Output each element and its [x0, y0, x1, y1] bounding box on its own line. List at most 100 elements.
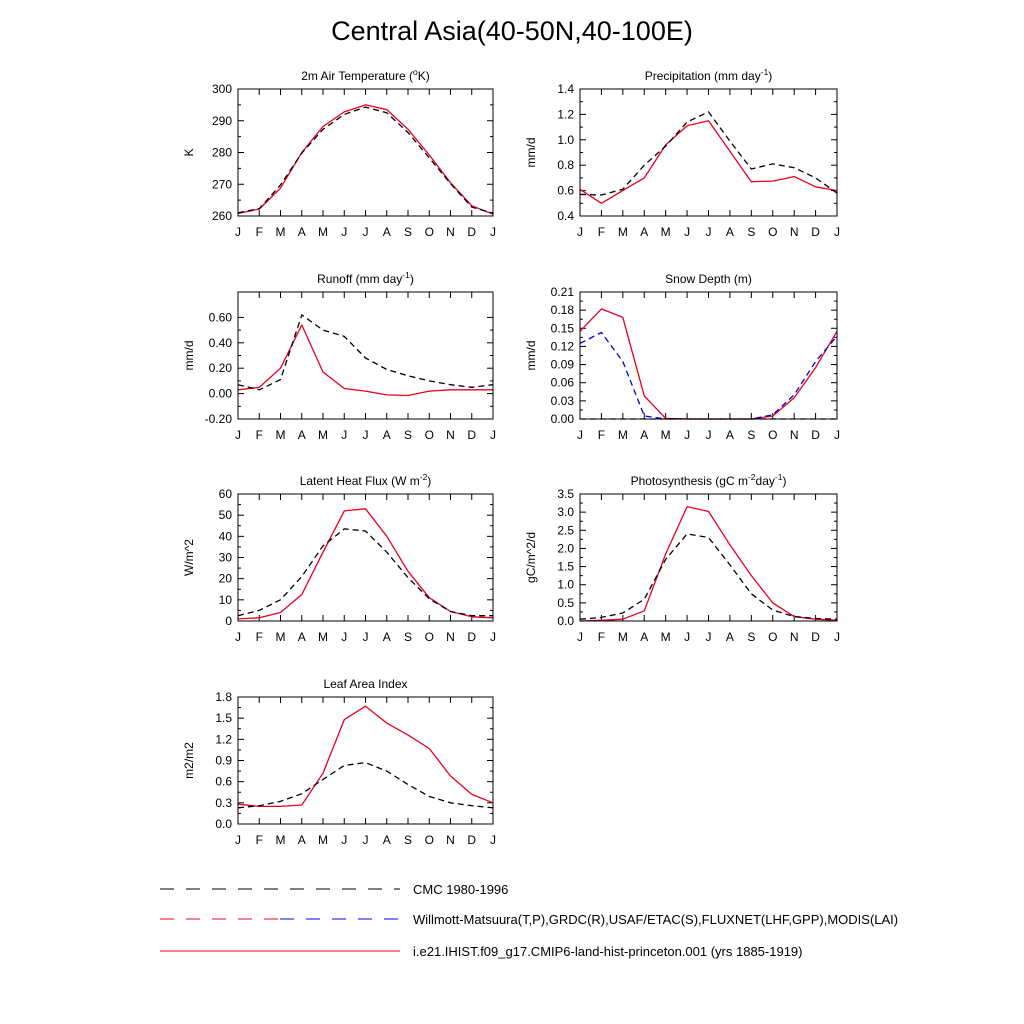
series-line-obs — [579, 111, 838, 196]
x-tick-label: J — [341, 630, 347, 644]
x-tick-label: A — [298, 630, 306, 644]
y-tick-label: 1.4 — [557, 82, 574, 96]
y-tick-label: 0.0 — [557, 614, 574, 628]
y-axis-label: mm/d — [182, 341, 196, 371]
x-tick-label: O — [425, 428, 434, 442]
x-tick-label: J — [706, 225, 712, 239]
x-tick-label: S — [404, 630, 412, 644]
legend-entry: Willmott-Matsuura(T,P),GRDC(R),USAF/ETAC… — [160, 912, 898, 927]
series-line-model — [579, 506, 838, 622]
panel-title: Precipitation (mm day-1) — [645, 67, 773, 83]
x-tick-label: F — [598, 428, 605, 442]
series-line-model — [237, 705, 494, 808]
x-tick-label: O — [425, 630, 434, 644]
y-tick-label: 0.12 — [551, 339, 575, 353]
y-axis-label: K — [182, 148, 196, 156]
plot-frame — [579, 291, 838, 420]
y-tick-label: 3.0 — [557, 505, 574, 519]
y-tick-label: 40 — [219, 529, 233, 543]
x-tick-label: M — [318, 833, 328, 847]
y-tick-label: 0.18 — [551, 303, 575, 317]
y-tick-label: 3.5 — [557, 487, 574, 501]
x-tick-label: F — [256, 630, 263, 644]
legend-label: Willmott-Matsuura(T,P),GRDC(R),USAF/ETAC… — [413, 912, 898, 927]
legend: CMC 1980-1996 Willmott-Matsuura(T,P),GRDC… — [160, 882, 898, 959]
y-tick-label: -0.20 — [205, 412, 233, 426]
y-tick-label: 1.5 — [215, 711, 232, 725]
plot-frame — [237, 291, 494, 420]
x-tick-label: A — [640, 630, 648, 644]
x-tick-label: M — [661, 225, 671, 239]
x-tick-label: O — [768, 630, 777, 644]
y-tick-label: 0.8 — [557, 158, 574, 172]
x-tick-label: N — [446, 833, 455, 847]
x-tick-label: J — [834, 630, 840, 644]
x-tick-label: O — [768, 225, 777, 239]
legend-entry: i.e21.IHIST.f09_g17.CMIP6-land-hist-prin… — [160, 944, 803, 959]
x-tick-label: M — [618, 630, 628, 644]
x-tick-label: A — [383, 225, 391, 239]
y-tick-label: 0.21 — [551, 285, 575, 299]
x-tick-label: M — [661, 630, 671, 644]
y-tick-label: 10 — [219, 593, 233, 607]
x-tick-label: M — [661, 428, 671, 442]
x-tick-label: A — [298, 428, 306, 442]
x-tick-label: M — [318, 630, 328, 644]
x-tick-label: D — [467, 833, 476, 847]
y-tick-label: 290 — [212, 114, 232, 128]
y-axis-label: gC/m^2/d — [524, 532, 538, 583]
x-tick-label: F — [256, 833, 263, 847]
x-tick-label: J — [490, 833, 496, 847]
x-tick-label: N — [790, 225, 799, 239]
x-tick-label: J — [490, 630, 496, 644]
series-line-obs — [237, 314, 494, 391]
y-tick-label: 1.0 — [557, 578, 574, 592]
x-tick-label: J — [577, 225, 583, 239]
x-tick-label: J — [341, 225, 347, 239]
panel-title: Snow Depth (m) — [665, 272, 752, 286]
y-tick-label: 0.6 — [215, 775, 232, 789]
x-tick-label: J — [490, 225, 496, 239]
y-tick-label: 1.8 — [215, 690, 232, 704]
series-line-obs — [237, 761, 494, 809]
x-tick-label: D — [811, 428, 820, 442]
y-tick-label: 0.15 — [551, 321, 575, 335]
series-line-obs_alt — [579, 331, 838, 420]
x-tick-label: A — [640, 225, 648, 239]
x-tick-label: J — [706, 428, 712, 442]
x-tick-label: D — [467, 630, 476, 644]
chart-panel-6: Photosynthesis (gC m-2day-1) gC/m^2/d 0.0 0… — [524, 472, 840, 644]
x-tick-label: A — [640, 428, 648, 442]
panel-title: Runoff (mm day-1) — [317, 270, 414, 286]
x-tick-label: J — [834, 428, 840, 442]
y-axis-label: m2/m2 — [182, 742, 196, 779]
x-tick-label: F — [256, 428, 263, 442]
legend-label: i.e21.IHIST.f09_g17.CMIP6-land-hist-prin… — [413, 944, 803, 959]
x-tick-label: J — [490, 428, 496, 442]
y-tick-label: 50 — [219, 508, 233, 522]
y-tick-label: 0.06 — [551, 376, 575, 390]
x-tick-label: D — [467, 428, 476, 442]
y-tick-label: 0.4 — [557, 209, 574, 223]
chart-panel-1: 2m Air Temperature (oK) K 260 270 280 290 300 J… — [182, 67, 496, 239]
chart-panel-5: Latent Heat Flux (W m-2) W/m^2 0 10 20 30 40 50… — [182, 472, 496, 644]
x-tick-label: J — [235, 428, 241, 442]
x-tick-label: J — [341, 428, 347, 442]
x-tick-label: S — [404, 833, 412, 847]
series-line-model — [237, 324, 493, 397]
x-tick-label: S — [404, 428, 412, 442]
y-tick-label: 30 — [219, 551, 233, 565]
x-tick-label: N — [790, 428, 799, 442]
chart-panels: 2m Air Temperature (oK)K260270280290300J… — [182, 67, 840, 847]
x-tick-label: J — [684, 428, 690, 442]
x-tick-label: J — [706, 630, 712, 644]
y-tick-label: 0.09 — [551, 358, 575, 372]
series-line-obs — [237, 528, 493, 617]
x-tick-label: J — [684, 225, 690, 239]
x-tick-label: S — [747, 428, 755, 442]
x-tick-label: M — [276, 225, 286, 239]
y-tick-label: 0.3 — [215, 796, 232, 810]
y-tick-label: 300 — [212, 82, 232, 96]
series-line-obs — [579, 533, 838, 620]
series-line-model — [579, 308, 838, 420]
